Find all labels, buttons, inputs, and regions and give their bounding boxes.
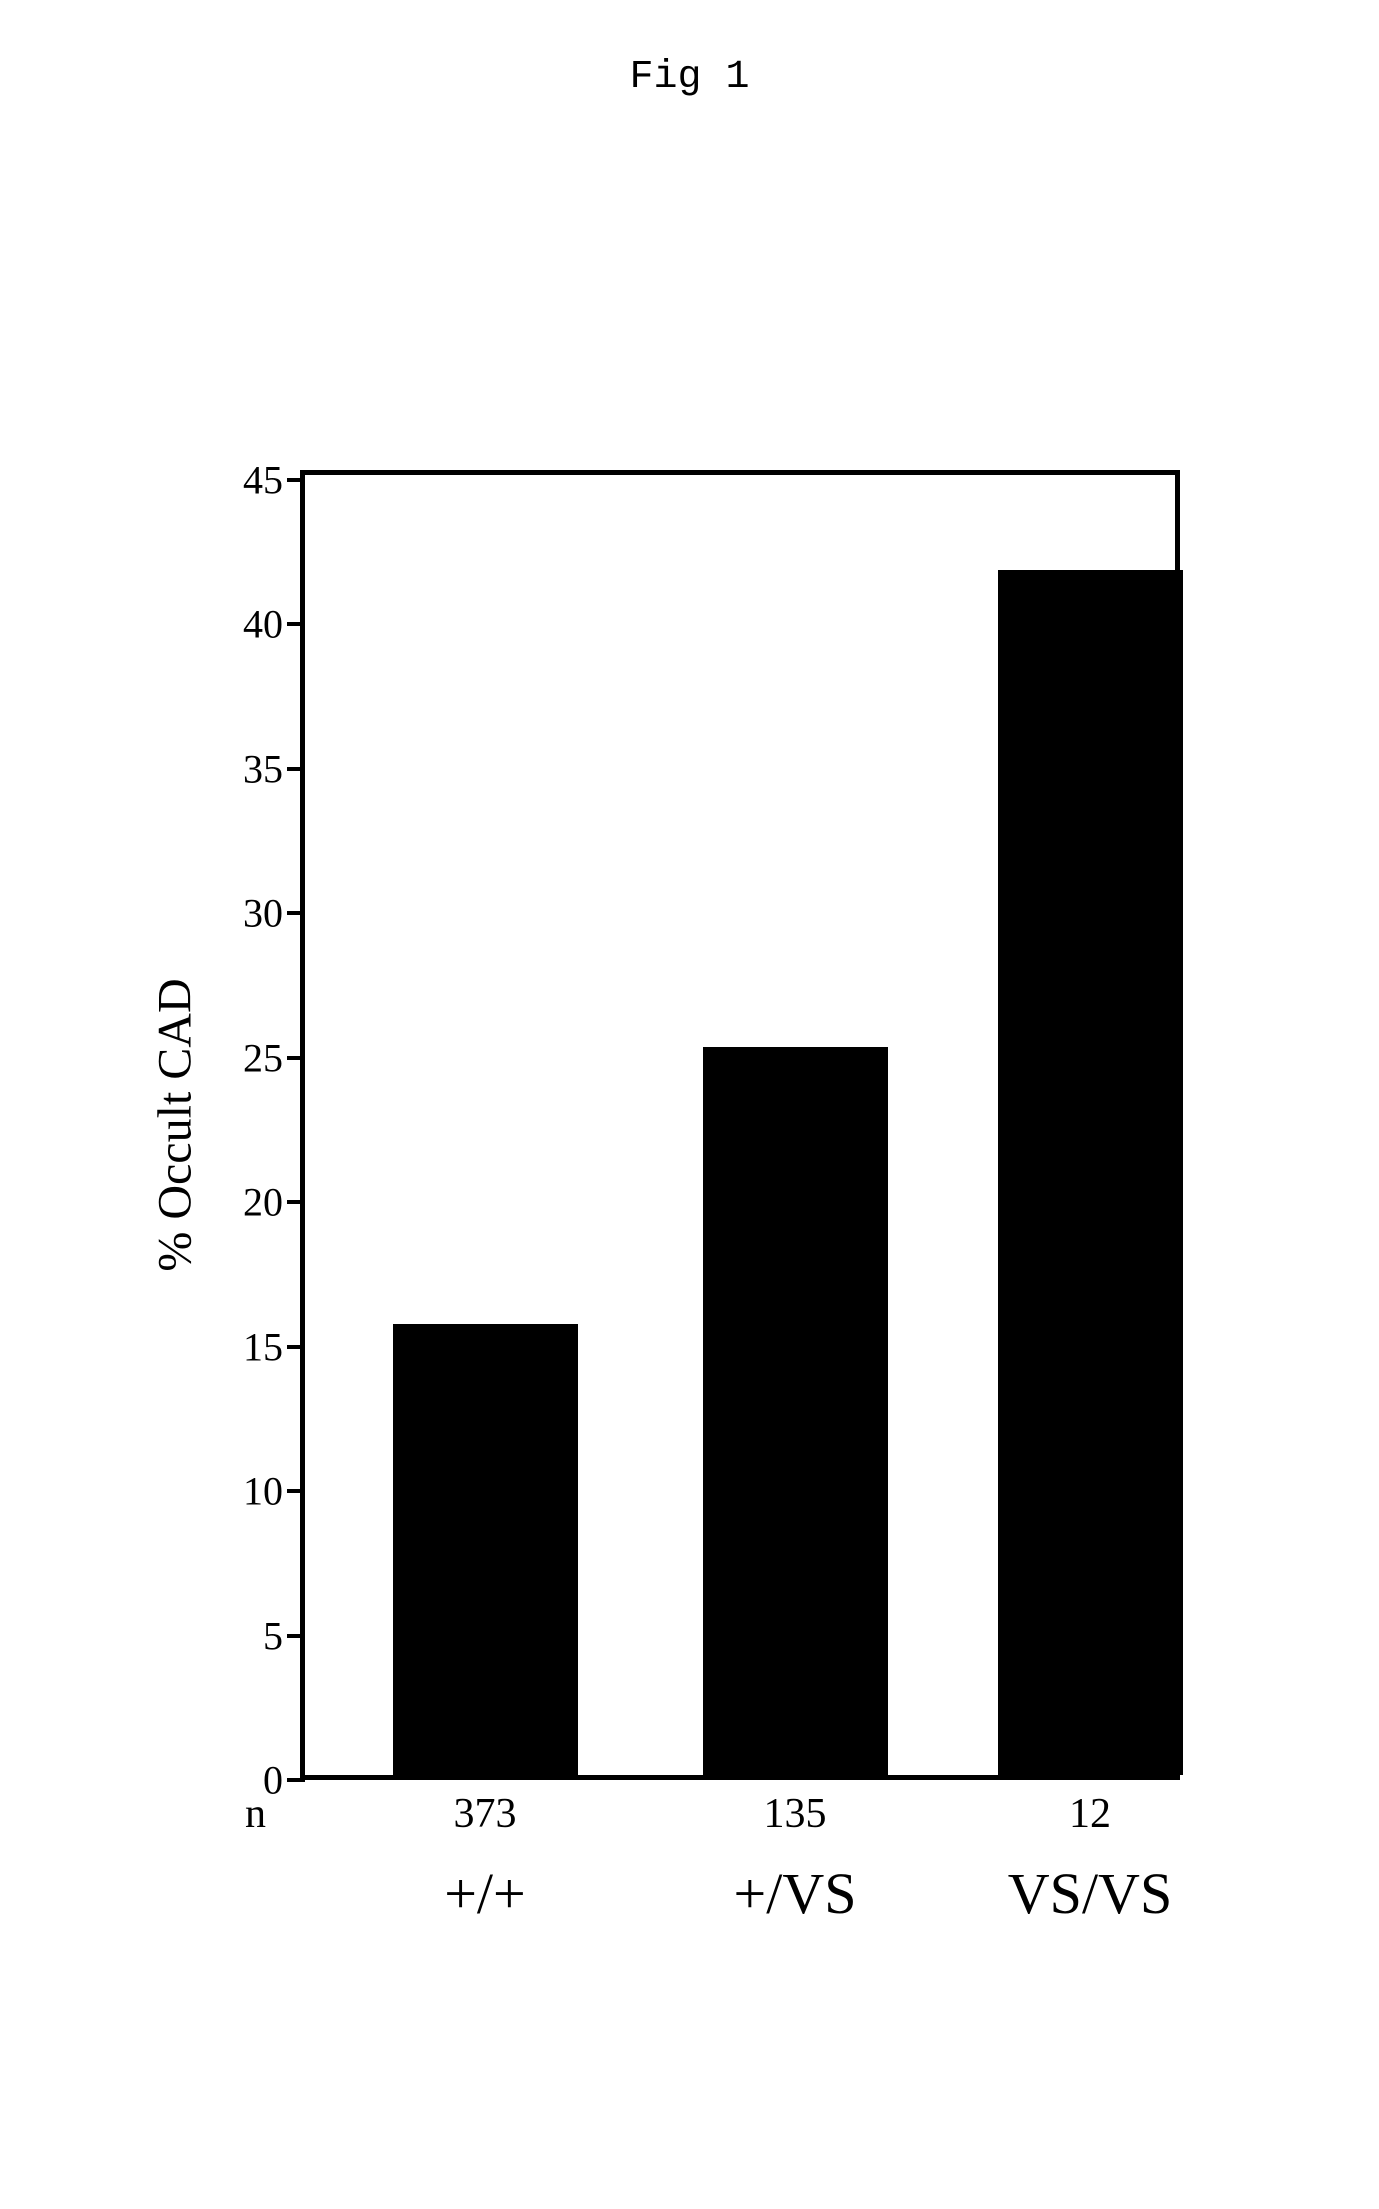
bars-container	[305, 475, 1175, 1775]
y-tick-label: 20	[243, 1179, 283, 1226]
y-tick-label: 35	[243, 745, 283, 792]
y-tick	[287, 1778, 305, 1782]
bar-count-label: 135	[764, 1790, 827, 1838]
y-tick-label: 15	[243, 1323, 283, 1370]
bar-count-label: 373	[454, 1790, 517, 1838]
y-tick	[287, 622, 305, 626]
y-tick-label: 0	[263, 1757, 283, 1804]
y-tick	[287, 767, 305, 771]
y-tick	[287, 1345, 305, 1349]
bar-category-label: +/+	[444, 1860, 526, 1927]
page: Fig 1 % Occult CAD 051015202530354045 n …	[0, 0, 1379, 2209]
y-tick-label: 25	[243, 1034, 283, 1081]
bar	[393, 1324, 578, 1775]
bar	[998, 570, 1183, 1775]
bar	[703, 1047, 888, 1775]
y-tick-label: 30	[243, 890, 283, 937]
y-tick-label: 45	[243, 457, 283, 504]
y-axis-title: % Occult CAD	[148, 978, 203, 1271]
y-tick	[287, 911, 305, 915]
plot-area: % Occult CAD 051015202530354045	[300, 470, 1180, 1780]
y-tick-label: 40	[243, 601, 283, 648]
figure-title: Fig 1	[0, 55, 1379, 100]
y-tick	[287, 1056, 305, 1060]
bar-count-label: 12	[1069, 1790, 1111, 1838]
bar-chart: % Occult CAD 051015202530354045 n 373 +/+…	[130, 470, 1230, 2070]
y-tick	[287, 1200, 305, 1204]
bar-category-label: VS/VS	[1008, 1860, 1172, 1927]
n-label: n	[245, 1790, 266, 1838]
y-tick	[287, 478, 305, 482]
y-tick-label: 10	[243, 1468, 283, 1515]
y-tick	[287, 1489, 305, 1493]
y-tick-label: 5	[263, 1612, 283, 1659]
y-tick	[287, 1634, 305, 1638]
bar-category-label: +/VS	[734, 1860, 857, 1927]
